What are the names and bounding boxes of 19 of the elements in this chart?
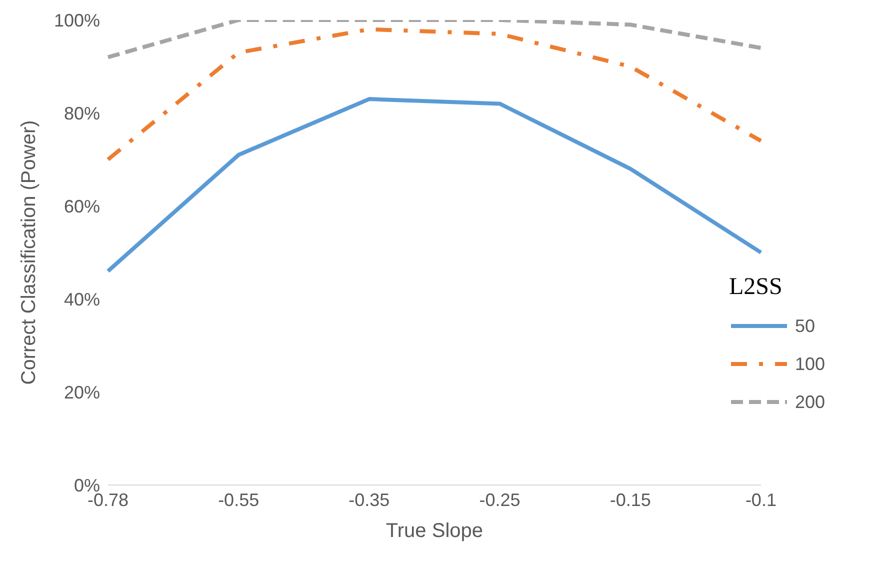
legend-title: L2SS [728, 274, 784, 301]
y-tick-label: 80% [64, 103, 100, 124]
y-tick-label: 100% [54, 10, 100, 30]
x-tick-label: -0.15 [610, 490, 651, 510]
x-tick-label: -0.25 [479, 490, 520, 510]
legend-label: 200 [794, 392, 825, 412]
line-series [106, 97, 763, 274]
y-tick-label: 40% [64, 289, 100, 310]
y-tick-label: 20% [64, 382, 100, 402]
y-tick-label: 60% [64, 196, 100, 216]
x-tick-label: -0.35 [348, 490, 390, 510]
line-series [106, 20, 763, 60]
x-tick-label: -0.1 [745, 490, 776, 510]
x-axis-title: True Slope [386, 520, 484, 542]
legend-label: 50 [794, 316, 815, 336]
line-series [106, 27, 763, 162]
legend-label: 100 [794, 354, 825, 374]
y-axis-title: Correct Classification (Power) [18, 120, 40, 385]
x-tick-label: -0.55 [218, 490, 260, 510]
